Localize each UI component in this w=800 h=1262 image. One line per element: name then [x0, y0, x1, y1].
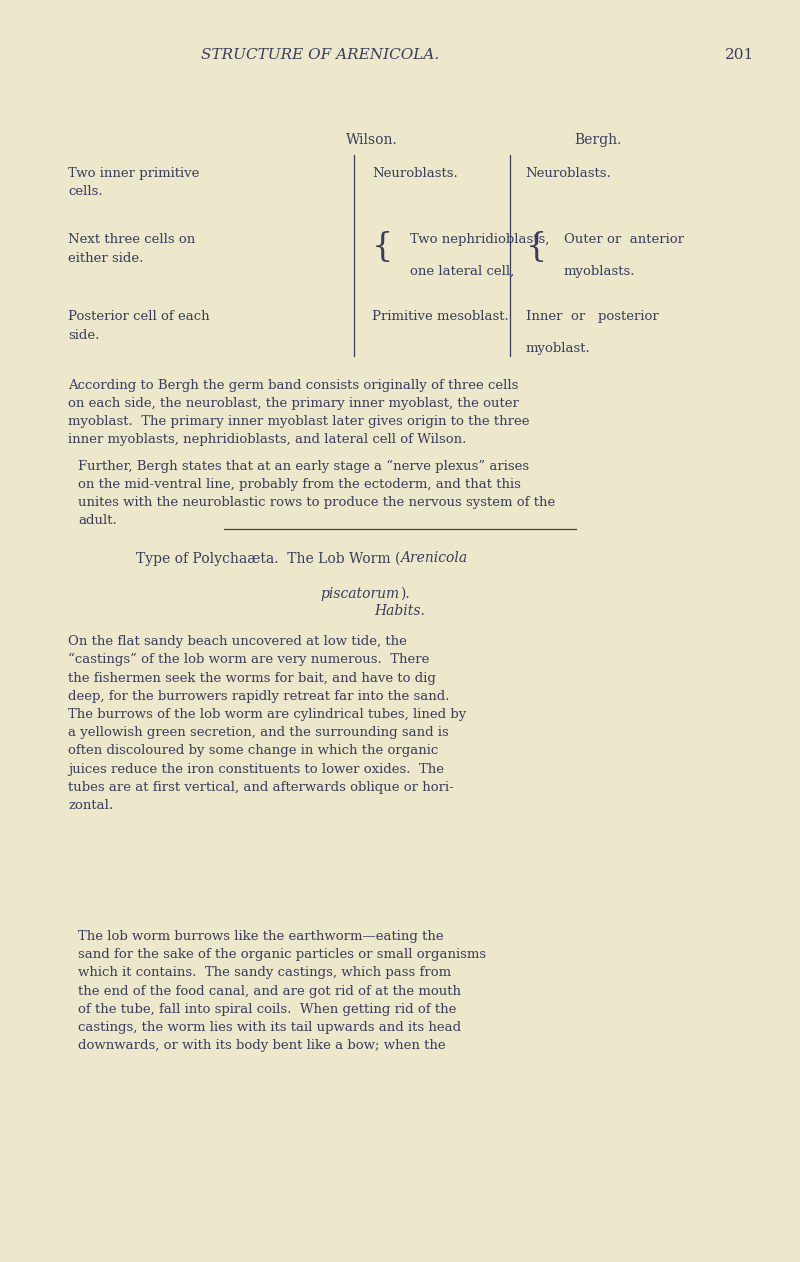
Text: Further, Bergh states that at an early stage a “nerve plexus” arises
on the mid-: Further, Bergh states that at an early s…	[78, 459, 556, 528]
Text: Bergh.: Bergh.	[574, 133, 622, 146]
Text: Next three cells on
either side.: Next three cells on either side.	[68, 233, 195, 265]
Text: According to Bergh the germ band consists originally of three cells
on each side: According to Bergh the germ band consist…	[68, 379, 530, 447]
Text: ).: ).	[400, 587, 410, 601]
Text: Habits.: Habits.	[374, 604, 426, 618]
Text: piscatorum: piscatorum	[321, 587, 400, 601]
Text: The lob worm burrows like the earthworm—eating the
sand for the sake of the orga: The lob worm burrows like the earthworm—…	[78, 930, 486, 1053]
Text: Neuroblasts.: Neuroblasts.	[526, 167, 611, 179]
Text: STRUCTURE OF ARENICOLA.: STRUCTURE OF ARENICOLA.	[201, 48, 439, 62]
Text: Neuroblasts.: Neuroblasts.	[372, 167, 458, 179]
Text: Wilson.: Wilson.	[346, 133, 398, 146]
Text: {: {	[372, 231, 394, 262]
Text: myoblasts.: myoblasts.	[564, 265, 635, 278]
Text: one lateral cell,: one lateral cell,	[410, 265, 514, 278]
Text: Two inner primitive
cells.: Two inner primitive cells.	[68, 167, 199, 198]
Text: Posterior cell of each
side.: Posterior cell of each side.	[68, 310, 210, 342]
Text: myoblast.: myoblast.	[526, 342, 590, 355]
Text: Outer or  anterior: Outer or anterior	[564, 233, 684, 246]
Text: Arenicola: Arenicola	[400, 551, 467, 565]
Text: {: {	[526, 231, 547, 262]
Text: Type of Polychaæta.  The Lob Worm (: Type of Polychaæta. The Lob Worm (	[136, 551, 400, 565]
Text: 201: 201	[726, 48, 754, 62]
Text: Primitive mesoblast.: Primitive mesoblast.	[372, 310, 509, 323]
Text: Two nephridioblasts,: Two nephridioblasts,	[410, 233, 550, 246]
Text: On the flat sandy beach uncovered at low tide, the
“castings” of the lob worm ar: On the flat sandy beach uncovered at low…	[68, 635, 466, 811]
Text: Inner  or   posterior: Inner or posterior	[526, 310, 658, 323]
